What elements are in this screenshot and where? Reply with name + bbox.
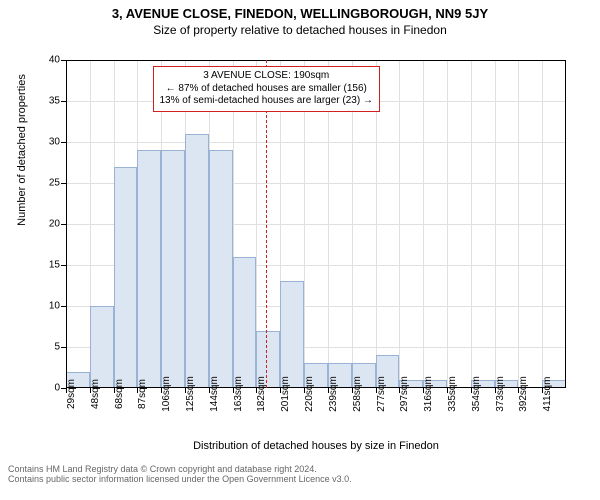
xtick-label: 125sqm [185, 376, 196, 412]
xtick-label: 220sqm [304, 376, 315, 412]
footer: Contains HM Land Registry data © Crown c… [8, 464, 352, 484]
xtick-label: 277sqm [376, 376, 387, 412]
ytick-mark [61, 224, 66, 225]
bar [90, 306, 114, 388]
bar [137, 150, 161, 388]
plot-area: 051015202530354029sqm48sqm68sqm87sqm106s… [66, 60, 566, 388]
bar [185, 134, 209, 388]
xtick-label: 354sqm [471, 376, 482, 412]
xtick-label: 144sqm [209, 376, 220, 412]
ytick-label: 15 [30, 260, 60, 271]
ytick-label: 40 [30, 55, 60, 66]
ytick-mark [61, 347, 66, 348]
bar [209, 150, 233, 388]
footer-line-1: Contains HM Land Registry data © Crown c… [8, 464, 352, 474]
xtick-label: 258sqm [352, 376, 363, 412]
y-axis-title: Number of detached properties [16, 0, 28, 314]
property-info-box: 3 AVENUE CLOSE: 190sqm← 87% of detached … [153, 66, 380, 112]
ytick-mark [61, 142, 66, 143]
bar [233, 257, 257, 388]
xtick-label: 106sqm [161, 376, 172, 412]
bar [114, 167, 138, 388]
bar [161, 150, 185, 388]
xtick-label: 239sqm [328, 376, 339, 412]
x-axis-title: Distribution of detached houses by size … [66, 440, 566, 452]
xtick-label: 297sqm [399, 376, 410, 412]
xtick-label: 87sqm [137, 379, 148, 409]
xtick-label: 163sqm [233, 376, 244, 412]
ytick-mark [61, 101, 66, 102]
ytick-label: 20 [30, 219, 60, 230]
ytick-label: 5 [30, 342, 60, 353]
ytick-mark [61, 306, 66, 307]
info-box-line: 3 AVENUE CLOSE: 190sqm [160, 70, 373, 83]
xtick-label: 373sqm [495, 376, 506, 412]
chart-subtitle: Size of property relative to detached ho… [0, 23, 600, 37]
ytick-mark [61, 60, 66, 61]
ytick-label: 30 [30, 137, 60, 148]
info-box-line: ← 87% of detached houses are smaller (15… [160, 83, 373, 96]
ytick-label: 0 [30, 383, 60, 394]
ytick-label: 25 [30, 178, 60, 189]
xtick-label: 392sqm [518, 376, 529, 412]
xtick-label: 68sqm [114, 379, 125, 409]
footer-line-2: Contains public sector information licen… [8, 474, 352, 484]
xtick-label: 316sqm [423, 376, 434, 412]
chart-title: 3, AVENUE CLOSE, FINEDON, WELLINGBOROUGH… [0, 6, 600, 21]
xtick-label: 29sqm [66, 379, 77, 409]
bar [280, 281, 304, 388]
ytick-mark [61, 183, 66, 184]
info-box-line: 13% of semi-detached houses are larger (… [160, 95, 373, 108]
ytick-label: 35 [30, 96, 60, 107]
xtick-label: 335sqm [447, 376, 458, 412]
xtick-label: 48sqm [90, 379, 101, 409]
ytick-mark [61, 265, 66, 266]
xtick-label: 201sqm [280, 376, 291, 412]
ytick-label: 10 [30, 301, 60, 312]
xtick-label: 411sqm [542, 377, 553, 412]
